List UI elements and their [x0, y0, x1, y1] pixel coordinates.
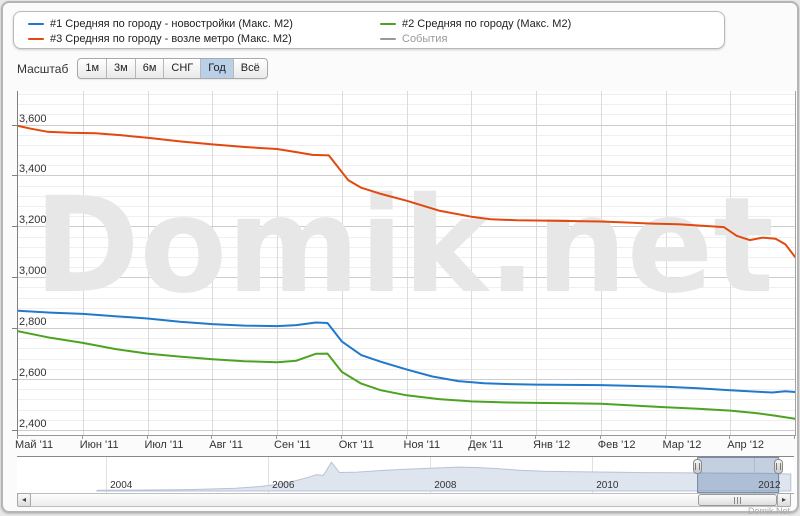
x-axis-tick	[211, 435, 212, 439]
price-chart-svg: Domik.net	[18, 91, 795, 435]
legend-marker-s2	[380, 22, 396, 25]
x-axis-tick	[729, 435, 730, 439]
navigator-right-handle[interactable]	[774, 459, 784, 474]
y-axis-tick	[12, 379, 17, 380]
series-line-2	[18, 330, 795, 420]
x-axis-label: Фев '12	[597, 439, 636, 451]
y-axis-tick	[12, 125, 17, 126]
brand-watermark-small: Domik.Net	[747, 506, 790, 516]
scale-button-снг[interactable]: СНГ	[163, 59, 200, 78]
navigator-area-series	[96, 461, 792, 492]
y-axis-tick	[12, 430, 17, 431]
x-axis-label: Ноя '11	[403, 439, 441, 451]
navigator-year-label: 2012	[758, 480, 781, 491]
navigator-year-label: 2006	[272, 480, 295, 491]
scale-button-group: 1м 3м 6м СНГ Год Всё	[77, 58, 268, 79]
x-axis-label: Дек '11	[468, 439, 504, 451]
scrollbar-grip-icon	[733, 496, 741, 504]
legend-item-s3[interactable]: #3 Средняя по городу - возле метро (Макс…	[28, 31, 380, 46]
y-axis-label: 2,600	[19, 367, 47, 380]
navigator-selected-range[interactable]	[697, 457, 780, 493]
x-axis-label: Мар '12	[662, 439, 702, 451]
domik-watermark: Domik.net	[34, 169, 774, 323]
y-axis-label: 3,200	[19, 214, 47, 227]
legend-label: События	[402, 32, 448, 45]
scale-button-3м[interactable]: 3м	[106, 59, 135, 78]
legend-item-s1[interactable]: #1 Средняя по городу - новостройки (Макс…	[28, 16, 380, 31]
x-axis-tick	[600, 435, 601, 439]
handle-grip-icon	[776, 463, 782, 470]
scale-toolbar: Масштаб 1м 3м 6м СНГ Год Всё	[17, 58, 268, 79]
y-axis-tick	[12, 277, 17, 278]
x-axis-tick	[665, 435, 666, 439]
x-axis-label: Авг '11	[209, 439, 244, 451]
navigator-svg	[96, 457, 792, 493]
legend-marker-s3	[28, 37, 44, 40]
legend-label: #3 Средняя по городу - возле метро (Макс…	[50, 32, 292, 45]
x-axis-tick	[17, 435, 18, 439]
y-axis-label: 3,600	[19, 112, 47, 125]
legend: #1 Средняя по городу - новостройки (Макс…	[13, 11, 725, 49]
x-axis-label: Сен '11	[274, 439, 311, 451]
x-axis-tick	[82, 435, 83, 439]
scrollbar-right-arrow-icon[interactable]: ▸	[777, 493, 791, 507]
scale-button-1м[interactable]: 1м	[78, 59, 106, 78]
x-axis-label: Июн '11	[79, 439, 119, 451]
price-chart-plot-area: Domik.net	[17, 91, 796, 436]
y-axis-tick	[12, 226, 17, 227]
navigator-year-label: 2004	[110, 480, 133, 491]
scale-button-6м[interactable]: 6м	[134, 59, 164, 78]
range-navigator[interactable]: 2004 2006 2008 2010 2012	[17, 456, 794, 494]
navigator-year-label: 2008	[434, 480, 457, 491]
y-axis-label: 3,400	[19, 163, 47, 176]
scrollbar-thumb[interactable]	[697, 494, 777, 506]
scrollbar-left-arrow-icon[interactable]: ◂	[17, 493, 31, 507]
y-axis-label: 2,400	[19, 417, 47, 430]
x-axis-label: Янв '12	[533, 439, 571, 451]
scale-button-год[interactable]: Год	[200, 59, 233, 78]
series-line-1	[18, 309, 795, 394]
x-axis-tick	[406, 435, 407, 439]
legend-grid: #1 Средняя по городу - новостройки (Макс…	[28, 16, 724, 46]
y-axis-tick	[12, 328, 17, 329]
scale-toolbar-label: Масштаб	[17, 61, 69, 76]
series-line-3	[18, 124, 795, 258]
legend-label: #2 Средняя по городу (Макс. М2)	[402, 17, 572, 30]
handle-grip-icon	[695, 463, 701, 470]
navigator-left-handle[interactable]	[693, 459, 703, 474]
x-axis-label: Апр '12	[727, 439, 765, 451]
x-axis-tick	[794, 435, 795, 439]
scrollbar-track[interactable]	[17, 493, 791, 507]
navigator-year-label: 2010	[596, 480, 619, 491]
x-axis-tick	[535, 435, 536, 439]
x-axis-tick	[147, 435, 148, 439]
y-axis-tick	[12, 175, 17, 176]
y-axis-label: 2,800	[19, 316, 47, 329]
legend-marker-events	[380, 37, 396, 40]
legend-item-events[interactable]: События	[380, 31, 724, 46]
legend-item-s2[interactable]: #2 Средняя по городу (Макс. М2)	[380, 16, 724, 31]
y-axis-label: 3,000	[19, 265, 47, 278]
x-axis-tick	[470, 435, 471, 439]
legend-label: #1 Средняя по городу - новостройки (Макс…	[50, 17, 293, 30]
scale-button-всё[interactable]: Всё	[232, 59, 267, 78]
x-axis-label: Окт '11	[338, 439, 374, 451]
x-axis-label: Май '11	[15, 439, 54, 451]
legend-marker-s1	[28, 22, 44, 25]
x-axis-tick	[341, 435, 342, 439]
x-axis-tick	[276, 435, 277, 439]
x-axis-label: Июл '11	[144, 439, 184, 451]
